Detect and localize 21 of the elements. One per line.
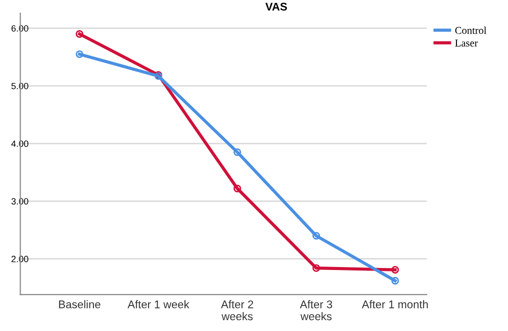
- point: [76, 50, 84, 58]
- x-tick-label: After 2 weeks: [220, 300, 254, 320]
- chart-title: VAS: [265, 2, 287, 11]
- y-tick-label: 4.00: [11, 140, 28, 147]
- x-tick-label: After 1 month: [362, 300, 428, 308]
- y-tick-label: 5.00: [11, 82, 28, 90]
- point: [391, 266, 399, 274]
- point: [312, 232, 320, 240]
- point: [76, 30, 84, 38]
- point: [234, 148, 242, 156]
- y-tick-label: 3.00: [11, 198, 28, 205]
- point: [391, 276, 399, 285]
- point: [312, 264, 320, 272]
- x-tick-label: Baseline: [59, 300, 100, 308]
- y-tick-label: 6.00: [12, 25, 28, 32]
- legend-label: Laser: [455, 40, 478, 47]
- x-tick-label: After 3 weeks: [300, 300, 332, 320]
- point: [234, 184, 242, 192]
- legend-label: Control: [455, 26, 486, 34]
- x-tick-label: After 1 week: [128, 300, 190, 308]
- y-tick-label: 2.00: [12, 256, 28, 262]
